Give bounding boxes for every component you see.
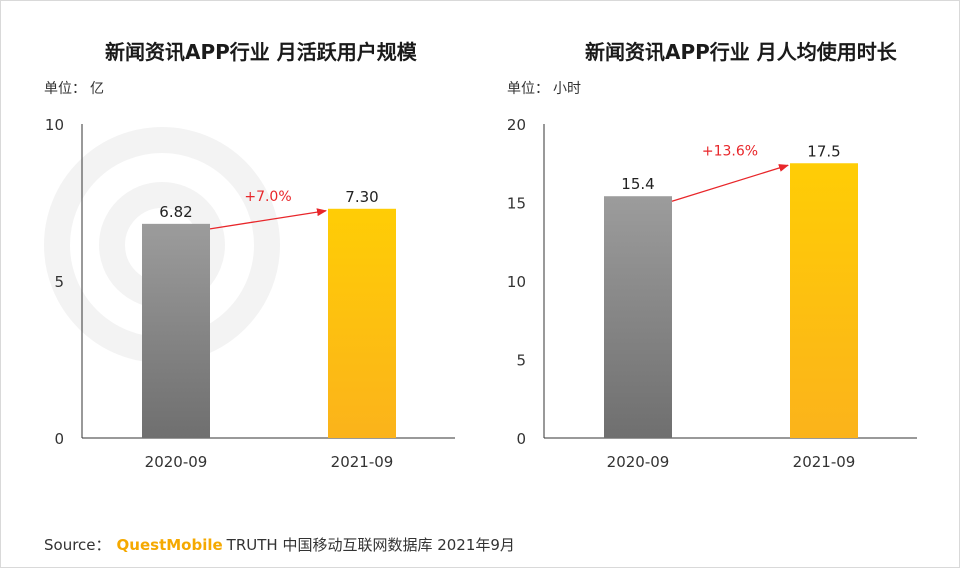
chart-2-growth-label: +13.6% bbox=[702, 143, 758, 159]
chart-1-y-tick-label: 5 bbox=[54, 273, 64, 291]
chart-1-bar-2020-09 bbox=[142, 223, 210, 438]
chart-2-value-label: 17.5 bbox=[807, 142, 840, 160]
chart-2-y-tick-label: 5 bbox=[516, 352, 526, 370]
chart-1-unit-value: 亿 bbox=[90, 81, 104, 97]
source-brand: QuestMobile bbox=[116, 536, 223, 554]
chart-1-value-label: 6.82 bbox=[159, 203, 192, 221]
chart-2-title: 新闻资讯APP行业 月人均使用时长 bbox=[585, 40, 897, 64]
chart-1-title: 新闻资讯APP行业 月活跃用户规模 bbox=[105, 40, 417, 64]
source-rest: TRUTH 中国移动互联网数据库 2021年9月 bbox=[226, 536, 515, 554]
chart-1-unit: 单位：亿 bbox=[44, 78, 104, 98]
chart-1-unit-label: 单位： bbox=[44, 81, 86, 97]
chart-1-y-tick-label: 0 bbox=[54, 430, 64, 448]
chart-2-y-tick-label: 0 bbox=[516, 430, 526, 448]
chart-2-unit-value: 小时 bbox=[553, 81, 581, 97]
chart-1-category-label: 2021-09 bbox=[331, 453, 394, 471]
chart-2-category-label: 2021-09 bbox=[793, 453, 856, 471]
chart-2-unit: 单位： 小时 bbox=[507, 78, 581, 98]
source-line: Source： QuestMobile TRUTH 中国移动互联网数据库 2021年… bbox=[44, 534, 515, 555]
chart-2-unit-label: 单位： bbox=[507, 81, 549, 97]
source-prefix: Source： bbox=[44, 536, 111, 554]
chart-1-category-label: 2020-09 bbox=[145, 453, 208, 471]
chart-2-bar-2021-09 bbox=[790, 163, 858, 438]
chart-2-bar-2020-09 bbox=[604, 196, 672, 438]
chart-2-category-label: 2020-09 bbox=[607, 453, 670, 471]
chart-1-bar-2021-09 bbox=[328, 208, 396, 438]
chart-2-y-tick-label: 15 bbox=[507, 195, 526, 213]
chart-1-y-tick-label: 10 bbox=[45, 116, 64, 134]
chart-1-growth-arrow bbox=[209, 208, 327, 230]
chart-2-value-label: 15.4 bbox=[621, 175, 654, 193]
chart-1-growth-label: +7.0% bbox=[244, 189, 291, 205]
chart-2-growth-arrow bbox=[671, 164, 789, 202]
chart-2-y-tick-label: 20 bbox=[507, 116, 526, 134]
chart-1-value-label: 7.30 bbox=[345, 188, 378, 206]
chart-2-y-tick-label: 10 bbox=[507, 273, 526, 291]
